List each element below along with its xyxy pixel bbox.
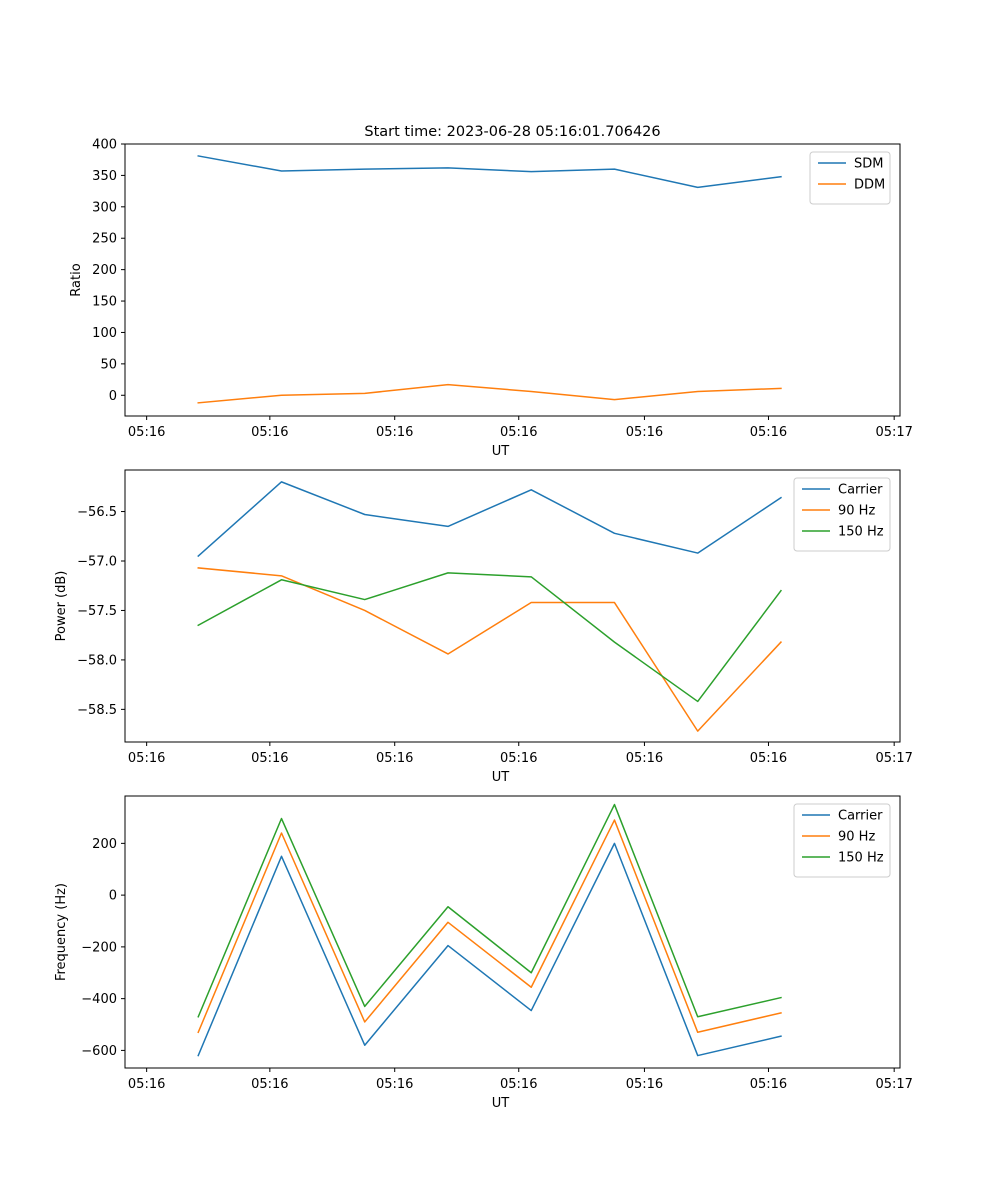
legend-label: 150 Hz: [838, 525, 884, 540]
x-tick-label: 05:16: [128, 425, 165, 440]
legend: SDM DDM: [809, 151, 891, 205]
plot-1: 05:16 05:16 05:16 05:16 05:16 05:16 05:17 0 50 10…: [69, 138, 913, 460]
y-tick-label: −57.0: [77, 554, 117, 569]
y-axis-label: Power (dB): [54, 571, 69, 642]
figure-title: Start time: 2023-06-28 05:16:01.706426: [364, 124, 660, 140]
y-tick-label: −56.5: [77, 505, 117, 520]
axes-frame: [124, 143, 901, 417]
y-tick-label: −58.0: [77, 653, 117, 668]
y-tick-label: −600: [81, 1044, 117, 1059]
x-tick-label: 05:17: [875, 751, 912, 766]
y-tick-label: 100: [92, 326, 117, 341]
y-tick-label: 250: [92, 232, 117, 247]
y-tick-label: −400: [81, 992, 117, 1007]
x-tick-label: 05:16: [500, 1077, 537, 1092]
x-tick-label: 05:16: [750, 751, 787, 766]
y-tick-label: 50: [100, 357, 117, 372]
legend-frame: [793, 803, 891, 878]
series-line-carrier: [197, 481, 782, 558]
y-tick-label: −57.5: [77, 604, 117, 619]
y-tick-label: 0: [109, 389, 117, 404]
y-tick-label: −58.5: [77, 703, 117, 718]
x-tick-label: 05:16: [626, 425, 663, 440]
series-line-carrier: [197, 842, 782, 1057]
x-tick-label: 05:16: [500, 425, 537, 440]
x-tick-label: 05:16: [251, 1077, 288, 1092]
x-tick-label: 05:16: [626, 1077, 663, 1092]
y-tick-label: 350: [92, 169, 117, 184]
x-tick-label: 05:16: [500, 751, 537, 766]
x-tick-label: 05:16: [128, 751, 165, 766]
x-tick-label: 05:16: [251, 425, 288, 440]
series-line-90-hz: [197, 567, 783, 732]
legend-label: SDM: [854, 157, 883, 172]
x-tick-label: 05:16: [750, 1077, 787, 1092]
x-tick-label: 05:16: [251, 751, 288, 766]
legend-label: 90 Hz: [838, 504, 875, 519]
series-line-90-hz: [197, 819, 782, 1034]
series-line-ddm: [197, 383, 782, 404]
legend-frame: [809, 151, 891, 205]
y-tick-label: 300: [92, 200, 117, 215]
x-tick-label: 05:16: [376, 1077, 413, 1092]
legend-label: DDM: [854, 178, 885, 193]
y-tick-label: 150: [92, 295, 117, 310]
x-tick-label: 05:16: [376, 751, 413, 766]
axes-frame: [124, 469, 901, 743]
series-line-150-hz: [197, 572, 783, 703]
legend-frame: [793, 477, 891, 552]
x-tick-label: 05:16: [626, 751, 663, 766]
legend: Carrier 90 Hz 150 Hz: [793, 477, 891, 552]
y-axis-label: Ratio: [69, 263, 84, 296]
x-axis-label: UT: [492, 770, 510, 785]
y-tick-label: 200: [92, 837, 117, 852]
x-tick-label: 05:17: [875, 425, 912, 440]
x-axis-label: UT: [492, 1096, 510, 1111]
x-tick-label: 05:17: [875, 1077, 912, 1092]
plot-2: 05:16 05:16 05:16 05:16 05:16 05:16 05:17 −58.5…: [54, 469, 913, 785]
y-tick-label: −200: [81, 940, 117, 955]
x-axis-label: UT: [492, 444, 510, 459]
plot-3: 05:16 05:16 05:16 05:16 05:16 05:16 05:17 −600 −…: [54, 795, 913, 1111]
y-tick-label: 200: [92, 263, 117, 278]
series-line-sdm: [197, 155, 782, 189]
y-tick-label: 0: [109, 889, 117, 904]
legend-label: 90 Hz: [838, 830, 875, 845]
legend-label: 150 Hz: [838, 851, 884, 866]
series-line-150-hz: [197, 803, 782, 1018]
x-tick-label: 05:16: [750, 425, 787, 440]
x-tick-label: 05:16: [128, 1077, 165, 1092]
legend-label: Carrier: [838, 809, 883, 824]
axes-frame: [124, 795, 901, 1069]
legend: Carrier 90 Hz 150 Hz: [793, 803, 891, 878]
x-tick-label: 05:16: [376, 425, 413, 440]
legend-label: Carrier: [838, 483, 883, 498]
y-tick-label: 400: [92, 138, 117, 153]
y-axis-label: Frequency (Hz): [54, 883, 69, 981]
